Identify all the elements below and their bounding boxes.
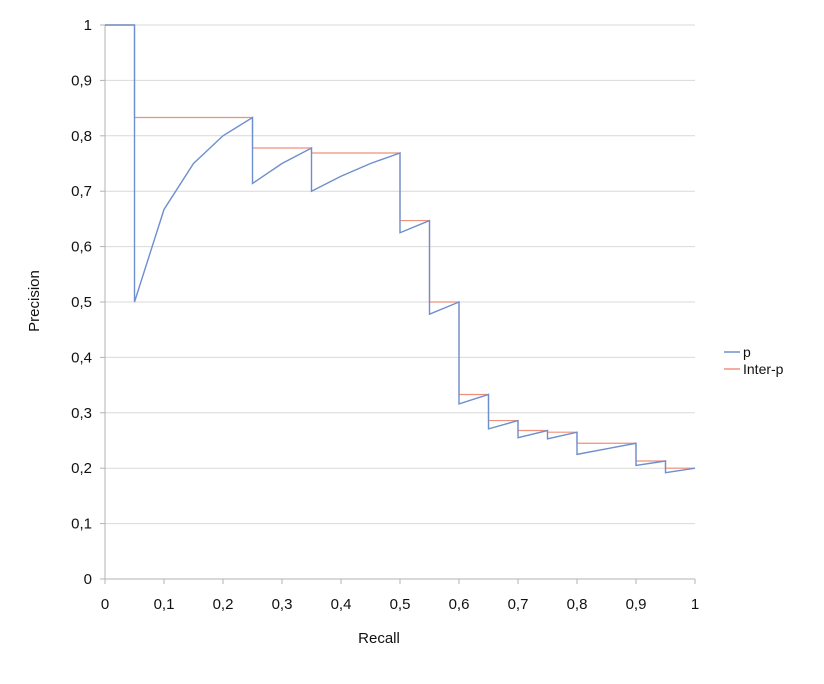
legend: p Inter-p — [724, 344, 784, 377]
grid-layer — [105, 24, 695, 525]
x-tick-label: 0,5 — [390, 596, 411, 613]
series-line-p — [105, 24, 696, 474]
y-tick-label: 0,3 — [71, 405, 92, 422]
x-tick-label: 0,9 — [626, 596, 647, 613]
y-tick-label: 0,7 — [71, 183, 92, 200]
x-tick-label: 0,7 — [508, 596, 529, 613]
y-tick-label: 0,1 — [71, 516, 92, 533]
series-layer — [105, 24, 696, 474]
legend-label-p: p — [743, 344, 751, 360]
x-tick-label: 0,6 — [449, 596, 470, 613]
axes-layer — [100, 24, 696, 584]
y-axis-title: Precision — [26, 270, 43, 332]
y-tick-label: 0,4 — [71, 349, 92, 366]
x-axis-title: Recall — [358, 630, 400, 647]
legend-label-inter-p: Inter-p — [743, 361, 784, 377]
y-tick-label: 0,6 — [71, 239, 92, 256]
x-tick-label: 0,2 — [213, 596, 234, 613]
y-tick-label: 0,2 — [71, 460, 92, 477]
x-tick-label: 1 — [691, 596, 699, 613]
tick-labels-layer: 0 0,1 0,2 0,3 0,4 0,5 0,6 0,7 0,8 0,9 1 0 0,1 0,2 0,3 0… — [71, 17, 699, 613]
x-tick-label: 0,3 — [272, 596, 293, 613]
x-tick-label: 0,4 — [331, 596, 352, 613]
y-tick-label: 0,5 — [71, 294, 92, 311]
series-line-inter-p — [105, 24, 695, 469]
y-tick-label: 0,8 — [71, 128, 92, 145]
x-tick-label: 0,1 — [154, 596, 175, 613]
x-tick-label: 0 — [101, 596, 109, 613]
y-tick-label: 0 — [84, 571, 92, 588]
legend-item-p: p — [724, 344, 751, 360]
legend-item-inter-p: Inter-p — [724, 361, 784, 377]
y-tick-label: 1 — [84, 17, 92, 34]
y-tick-label: 0,9 — [71, 72, 92, 89]
x-tick-label: 0,8 — [567, 596, 588, 613]
